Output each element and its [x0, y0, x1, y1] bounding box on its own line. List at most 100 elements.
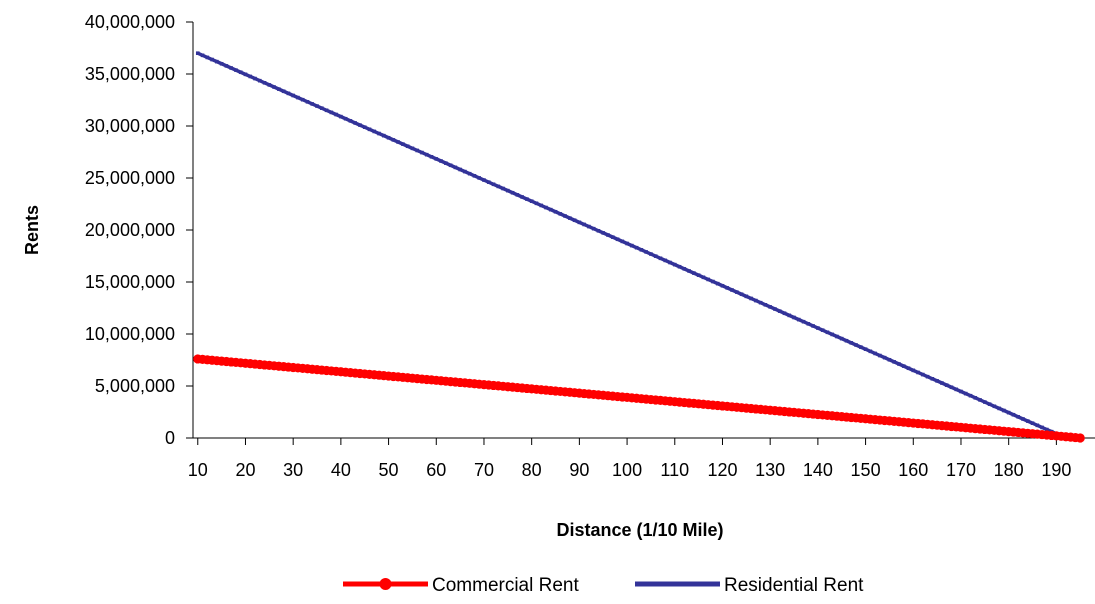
data-point [515, 193, 520, 197]
data-point [463, 169, 467, 174]
x-tick-label: 50 [379, 460, 399, 480]
x-tick-label: 150 [851, 460, 881, 480]
data-point [768, 305, 772, 309]
data-point [482, 178, 486, 182]
y-tick-label: 10,000,000 [85, 324, 175, 344]
data-point [439, 159, 443, 163]
data-point [382, 133, 386, 138]
series-residential-rent [195, 51, 1068, 440]
x-tick-label: 80 [522, 460, 542, 480]
data-point [825, 330, 830, 335]
data-point [839, 336, 844, 341]
data-point [1006, 410, 1011, 415]
data-point [315, 104, 319, 108]
data-point [539, 203, 544, 208]
data-point [649, 252, 653, 256]
data-point [897, 362, 901, 366]
x-tick-label: 140 [803, 460, 833, 480]
data-point [310, 102, 315, 106]
data-point [296, 95, 300, 100]
data-point [234, 68, 238, 72]
data-point [491, 182, 496, 187]
data-point [558, 212, 563, 216]
data-point [963, 391, 968, 396]
data-point [672, 262, 677, 267]
data-point [973, 396, 978, 400]
data-point [200, 53, 205, 58]
data-point [405, 144, 410, 149]
x-tick-label: 190 [1041, 460, 1071, 480]
legend: Commercial Rent Residential Rent [343, 575, 864, 596]
data-point [281, 89, 286, 94]
data-point [844, 338, 849, 343]
data-point [257, 78, 262, 83]
data-point [634, 245, 639, 250]
x-tick-label: 180 [994, 460, 1024, 480]
data-point [424, 152, 429, 157]
data-point [806, 322, 811, 326]
data-point [878, 353, 882, 358]
data-point [730, 288, 734, 292]
data-point [906, 366, 911, 371]
data-point [458, 167, 462, 172]
data-point [410, 146, 415, 151]
data-point [1045, 427, 1049, 432]
data-point [267, 83, 272, 87]
data-point [1035, 423, 1040, 428]
data-point [215, 59, 219, 64]
x-tick-label: 120 [707, 460, 737, 480]
data-point [506, 188, 510, 193]
data-point [863, 347, 868, 351]
data-point [658, 256, 663, 261]
legend-label: Residential Rent [724, 575, 864, 596]
data-point [758, 300, 763, 305]
data-point [606, 233, 610, 237]
data-point [396, 140, 400, 144]
data-point [319, 106, 324, 110]
data-point [572, 218, 577, 223]
data-point [925, 374, 930, 379]
data-point [224, 64, 229, 68]
data-point [849, 341, 854, 345]
x-axis-title: Distance (1/10 Mile) [556, 520, 723, 540]
data-point [448, 163, 453, 168]
legend-swatch-marker [379, 578, 392, 590]
data-point [959, 389, 963, 394]
data-point [339, 114, 343, 119]
y-axis-title: Rents [22, 205, 42, 255]
data-point [887, 357, 892, 362]
data-point [243, 72, 248, 77]
x-tick-label: 20 [235, 460, 255, 480]
data-point [754, 298, 758, 303]
data-point [701, 275, 706, 280]
data-point [548, 207, 553, 212]
data-point [653, 254, 658, 258]
data-point [692, 271, 696, 275]
data-point [711, 279, 715, 284]
series-commercial-rent [193, 354, 1085, 443]
data-point [940, 381, 944, 385]
series-layer [193, 51, 1085, 443]
data-point [229, 66, 233, 70]
y-tick-label: 20,000,000 [85, 220, 175, 240]
data-point [520, 195, 524, 199]
legend-label: Commercial Rent [432, 575, 579, 596]
data-point [386, 135, 391, 140]
data-point [205, 55, 210, 60]
data-point [734, 290, 739, 294]
y-tick-label: 15,000,000 [85, 272, 175, 292]
legend-item-residential-rent: Residential Rent [635, 575, 864, 596]
data-point [787, 313, 792, 318]
data-point [749, 296, 753, 301]
data-point [911, 368, 916, 373]
data-point [625, 241, 629, 246]
data-point [873, 351, 877, 356]
data-point [854, 343, 858, 347]
data-point [935, 379, 939, 383]
data-point [1011, 412, 1016, 417]
data-point [343, 116, 348, 121]
data-point [420, 150, 424, 155]
data-point [930, 377, 935, 381]
y-tick-label: 0 [165, 428, 175, 448]
